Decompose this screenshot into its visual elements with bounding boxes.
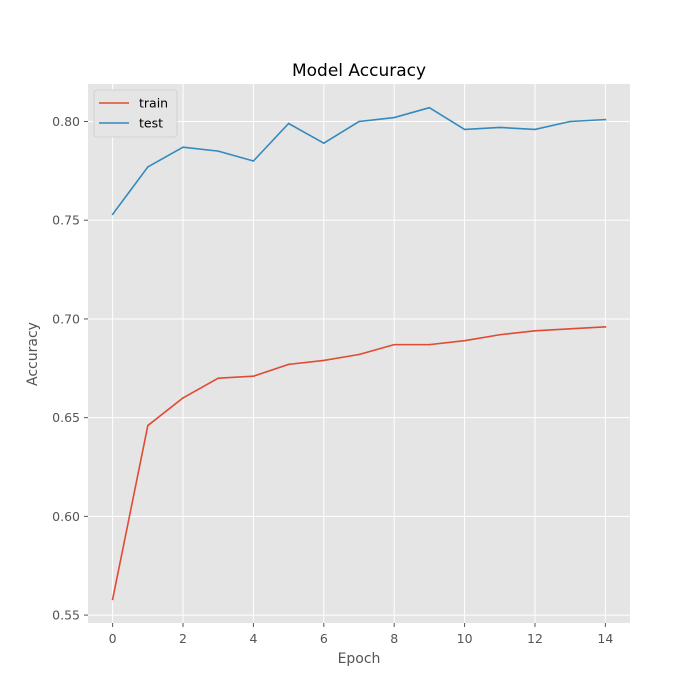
y-axis-label: Accuracy [25,322,41,386]
data-point-test [253,160,255,162]
x-tick-label: 0 [109,631,117,646]
data-point-train [147,425,149,427]
legend-train-label: train [139,96,168,111]
data-point-train [288,364,290,366]
data-point-test [358,121,360,123]
data-point-train [323,360,325,362]
data-point-train [112,599,114,601]
data-point-train [393,344,395,346]
data-point-test [464,129,466,131]
y-tick-label: 0.65 [52,410,80,425]
data-point-test [288,123,290,125]
data-point-train [569,328,571,330]
y-tick-label: 0.75 [52,213,80,228]
x-tick-label: 2 [179,631,187,646]
data-point-test [499,127,501,129]
data-point-test [393,117,395,119]
data-point-test [605,119,607,121]
data-point-test [569,121,571,123]
data-point-train [499,334,501,336]
data-point-test [323,142,325,144]
x-tick-label: 6 [320,631,328,646]
data-point-test [182,146,184,148]
data-point-train [534,330,536,332]
data-point-test [429,107,431,109]
y-tick-label: 0.70 [52,311,80,326]
data-point-train [217,377,219,379]
y-tick-label: 0.55 [52,608,80,623]
x-tick-label: 10 [457,631,473,646]
x-tick-label: 8 [390,631,398,646]
data-point-train [358,354,360,356]
y-tick-label: 0.60 [52,509,80,524]
data-point-test [147,166,149,168]
x-axis-ticks: 0 2 4 6 8 10 12 14 [109,623,614,646]
data-point-train [253,375,255,377]
plot-area [88,84,630,623]
legend-test-label: test [139,116,163,131]
x-tick-label: 12 [527,631,543,646]
legend: train test [94,90,177,137]
data-point-test [534,129,536,131]
y-axis-ticks: 0.55 0.60 0.65 0.70 0.75 0.80 [52,114,88,623]
y-tick-label: 0.80 [52,114,80,129]
data-point-train [605,326,607,328]
x-tick-label: 4 [249,631,257,646]
data-point-train [429,344,431,346]
data-point-train [464,340,466,342]
x-axis-label: Epoch [338,651,381,667]
data-point-test [217,150,219,152]
data-point-test [112,214,114,216]
data-point-train [182,397,184,399]
x-tick-label: 14 [597,631,613,646]
chart-title: Model Accuracy [292,61,426,81]
